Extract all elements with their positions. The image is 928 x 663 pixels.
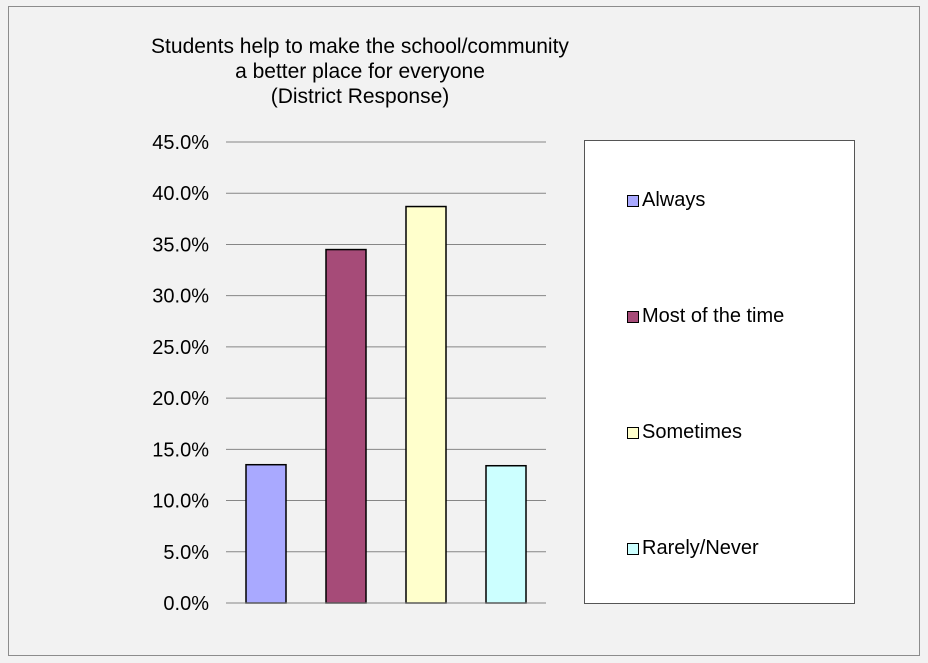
y-tick-label: 30.0%	[152, 286, 209, 308]
chart-title: Students help to make the school/communi…	[150, 34, 570, 109]
chart-title-line-1: Students help to make the school/communi…	[151, 35, 569, 58]
legend-item-sometimes: Sometimes	[627, 421, 742, 444]
bar-rarely-never	[485, 464, 527, 604]
legend-label-always: Always	[642, 189, 706, 211]
y-tick-label: 15.0%	[152, 439, 209, 461]
y-tick-label: 45.0%	[152, 132, 209, 154]
bar-always	[245, 463, 287, 604]
chart-title-line-2: a better place for everyone	[235, 60, 485, 83]
legend-item-rarely-never: Rarely/Never	[627, 537, 759, 560]
y-tick-label: 40.0%	[152, 183, 209, 205]
legend-label-rarely-never: Rarely/Never	[642, 537, 759, 559]
y-tick-label: 20.0%	[152, 388, 209, 410]
chart-title-line-3: (District Response)	[270, 85, 450, 108]
legend-item-most-of-the-time: Most of the time	[627, 305, 784, 328]
bar-sometimes	[405, 205, 447, 604]
legend-label-sometimes: Sometimes	[642, 421, 743, 443]
chart-legend: Always Most of the time Sometimes Rarely…	[584, 140, 855, 604]
legend-swatch-most-of-the-time	[627, 310, 639, 323]
y-tick-label: 5.0%	[163, 542, 209, 564]
legend-swatch-sometimes	[627, 426, 639, 439]
legend-swatch-rarely-never	[627, 542, 639, 555]
legend-swatch-always	[627, 194, 639, 207]
bar-most-of-the-time	[325, 248, 367, 604]
legend-item-always: Always	[627, 189, 705, 212]
y-tick-label: 25.0%	[152, 337, 209, 359]
y-tick-label: 35.0%	[152, 234, 209, 256]
y-tick-label: 0.0%	[163, 593, 209, 615]
y-tick-label: 10.0%	[152, 491, 209, 513]
legend-label-most-of-the-time: Most of the time	[642, 305, 785, 327]
